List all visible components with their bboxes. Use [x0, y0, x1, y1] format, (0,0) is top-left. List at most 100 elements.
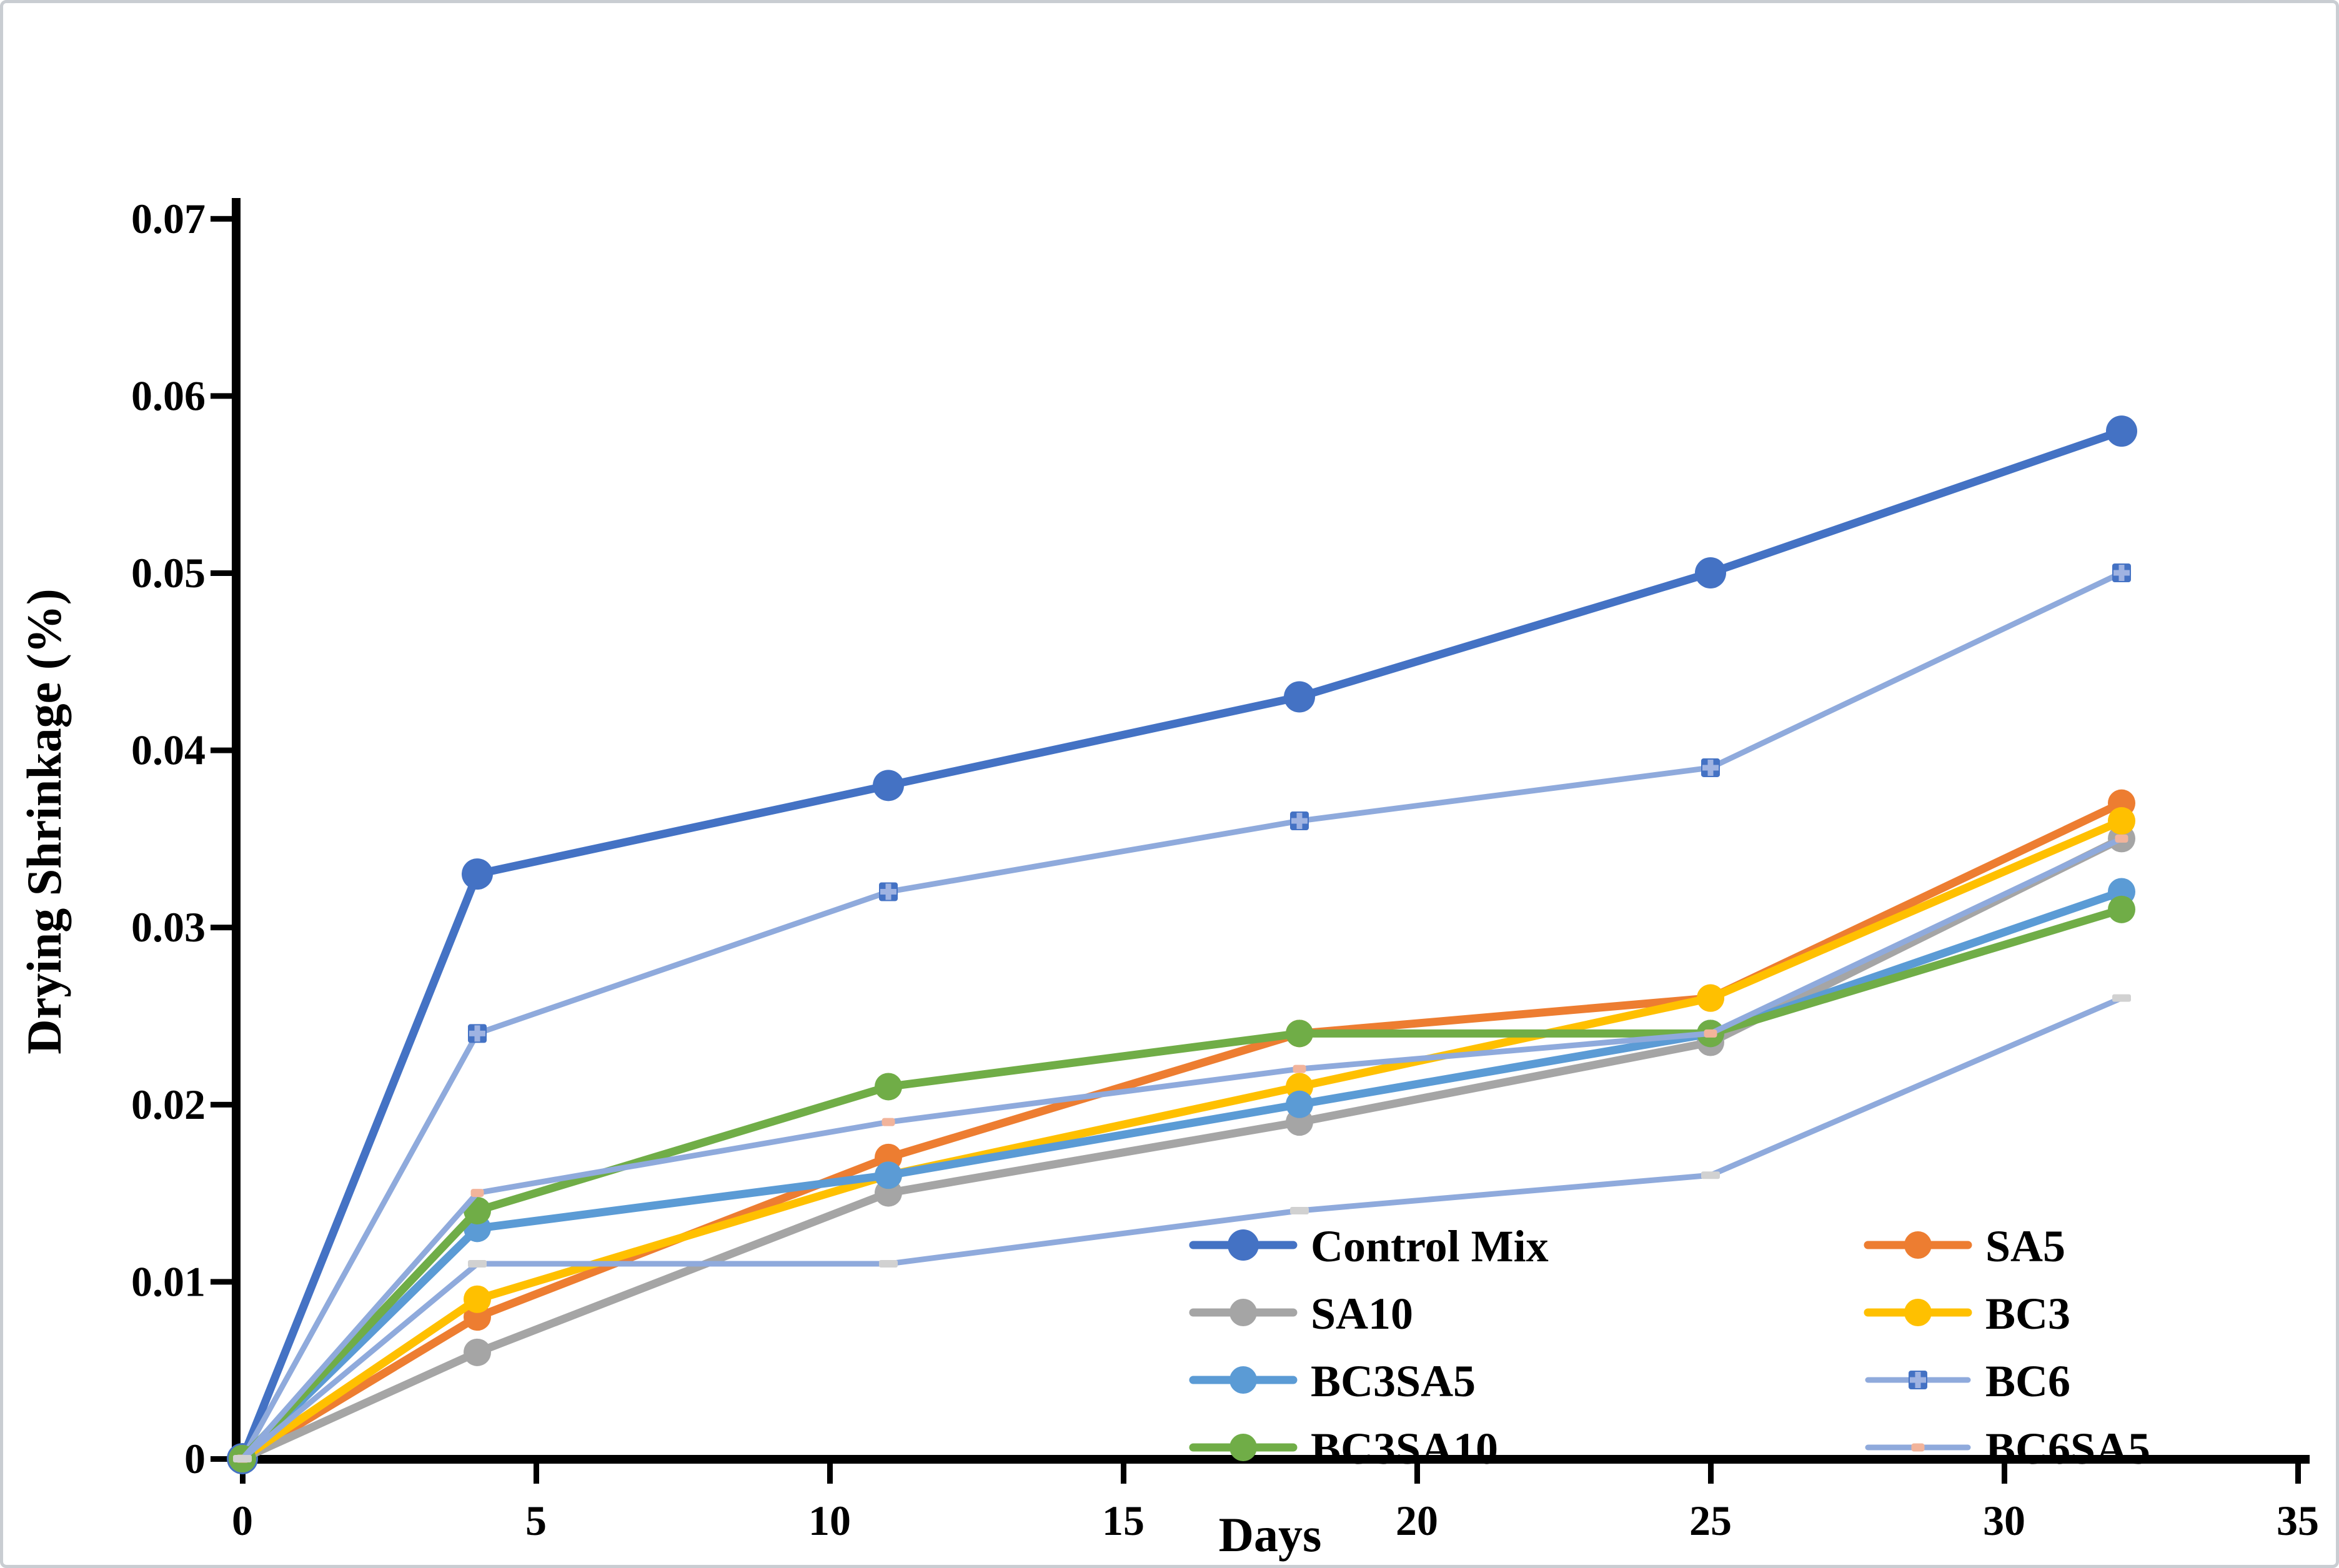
y-tick: [211, 570, 236, 576]
legend-label-bc6: BC6: [1985, 1356, 2070, 1406]
x-tick: [1121, 1464, 1126, 1484]
bc6-marker-cross: [2118, 565, 2125, 581]
unlabeled-series-marker: [1701, 1171, 1720, 1179]
sa10-marker: [1229, 1299, 1257, 1326]
x-tick: [1414, 1464, 1420, 1484]
bc3sa10-marker: [875, 1073, 902, 1101]
control-mix-marker: [462, 858, 493, 890]
series-line-bc6sa5: [239, 835, 2125, 1462]
series-sa5: [229, 789, 2135, 1472]
bc3-marker: [1904, 1299, 1932, 1326]
bc3-marker: [2108, 807, 2135, 835]
bc3-marker: [464, 1285, 491, 1313]
y-tick-label: 0.02: [131, 1081, 206, 1128]
y-tick-label: 0.07: [131, 195, 206, 242]
bc6-marker-cross: [1707, 759, 1714, 776]
legend-item-control-mix: Control Mix: [1189, 1221, 1549, 1271]
sa10-marker: [464, 1338, 491, 1366]
bc6sa5-marker: [881, 1118, 895, 1126]
series-line-bc3sa10: [238, 905, 2126, 1463]
drying-shrinkage-line-chart: 0 0.01 0.02 0.03 0.04 0.05 0.06 0.07 0 5 10 15 20 25 3…: [17, 195, 2319, 1562]
plot-series: [227, 415, 2137, 1474]
x-tick-label: 30: [1983, 1497, 2025, 1544]
control-mix-marker: [873, 770, 904, 801]
unlabeled-series-marker: [233, 1455, 252, 1462]
x-tick-label: 20: [1396, 1497, 1438, 1544]
bc6sa5-marker: [1911, 1443, 1925, 1452]
bc6-marker-cross: [885, 883, 891, 900]
series-line-bc6: [239, 570, 2125, 1462]
y-tick-label: 0.04: [131, 727, 206, 774]
x-tick: [1708, 1464, 1714, 1484]
y-tick: [211, 393, 236, 399]
legend-item-bc6sa5: BC6SA5: [1865, 1424, 2150, 1474]
unlabeled-series-marker: [468, 1260, 487, 1268]
legend-label-sa5: SA5: [1985, 1221, 2065, 1271]
bc3sa5-marker: [875, 1161, 902, 1189]
series-line-sa10: [238, 834, 2126, 1463]
series-line-unlabeled-series: [239, 995, 2125, 1462]
x-tick-label: 35: [2277, 1497, 2319, 1544]
y-tick: [211, 216, 236, 222]
legend-item-sa10: SA10: [1189, 1289, 1413, 1339]
y-axis-title: Drying Shrinkage (%): [17, 588, 71, 1054]
legend-item-bc3: BC3: [1864, 1289, 2070, 1339]
legend-label-control-mix: Control Mix: [1311, 1221, 1549, 1271]
x-axis-title: Days: [1219, 1507, 1322, 1562]
legend-item-bc3sa10: BC3SA10: [1189, 1424, 1498, 1474]
control-mix-marker: [2106, 415, 2137, 447]
legend-item-bc6: BC6: [1865, 1356, 2070, 1406]
x-tick-label: 25: [1689, 1497, 1732, 1544]
x-tick-label: 5: [525, 1497, 547, 1544]
bc3sa5-marker: [1286, 1090, 1313, 1118]
bc6-marker-cross: [1915, 1372, 1921, 1388]
sa5-marker: [1904, 1231, 1932, 1259]
y-tick: [211, 747, 236, 753]
control-mix-marker: [1284, 681, 1315, 713]
legend-label-bc3sa10: BC3SA10: [1311, 1424, 1498, 1474]
bc3sa5-marker: [1229, 1366, 1257, 1394]
x-tick-label: 0: [232, 1497, 253, 1544]
bc6sa5-marker: [470, 1189, 484, 1198]
bc3sa10-marker: [2108, 895, 2135, 923]
unlabeled-series-marker: [1290, 1206, 1309, 1214]
y-tick-label: 0.01: [131, 1258, 206, 1305]
y-tick-label: 0.06: [131, 372, 206, 419]
legend-label-bc6sa5: BC6SA5: [1985, 1424, 2150, 1474]
y-axis-line: [232, 198, 241, 1466]
x-tick-label: 15: [1102, 1497, 1145, 1544]
y-tick-label: 0.03: [131, 903, 206, 951]
y-tick: [211, 1456, 236, 1462]
series-control-mix: [227, 415, 2137, 1474]
control-mix-marker: [1228, 1229, 1259, 1261]
bc6-marker-cross: [474, 1025, 480, 1042]
y-tick: [211, 1279, 236, 1285]
series-sa10: [229, 825, 2135, 1472]
series-line-control-mix: [238, 427, 2126, 1463]
bc6sa5-marker: [1704, 1029, 1717, 1038]
legend-item-sa5: SA5: [1864, 1221, 2065, 1271]
x-tick: [827, 1464, 833, 1484]
legend-label-bc3: BC3: [1985, 1289, 2070, 1339]
unlabeled-series-marker: [2112, 994, 2131, 1002]
legend-label-bc3sa5: BC3SA5: [1311, 1356, 1476, 1406]
y-tick-label: 0.05: [131, 549, 206, 597]
x-tick-label: 10: [808, 1497, 851, 1544]
control-mix-marker: [1695, 557, 1726, 588]
unlabeled-series-marker: [879, 1260, 898, 1268]
bc6sa5-marker: [2115, 834, 2128, 843]
y-tick: [211, 925, 236, 931]
y-tick-label: 0: [184, 1435, 206, 1482]
series-line-sa5: [238, 799, 2126, 1463]
x-axis-line: [232, 1455, 2310, 1464]
series-unlabeled-series: [233, 994, 2131, 1462]
x-tick: [2002, 1464, 2007, 1484]
y-tick: [211, 1101, 236, 1108]
bc6-marker-cross: [1296, 813, 1303, 830]
bc3sa10-marker: [1229, 1434, 1257, 1461]
axes: 0 0.01 0.02 0.03 0.04 0.05 0.06 0.07 0 5 10 15 20 25 3…: [131, 195, 2319, 1544]
bc3sa10-marker: [1286, 1020, 1313, 1048]
legend-label-sa10: SA10: [1311, 1289, 1413, 1339]
chart-legend: Control Mix SA10 BC3SA5 BC3SA10 SA5 BC3 BC6 BC6…: [1189, 1221, 2150, 1474]
legend-item-bc3sa5: BC3SA5: [1189, 1356, 1476, 1406]
